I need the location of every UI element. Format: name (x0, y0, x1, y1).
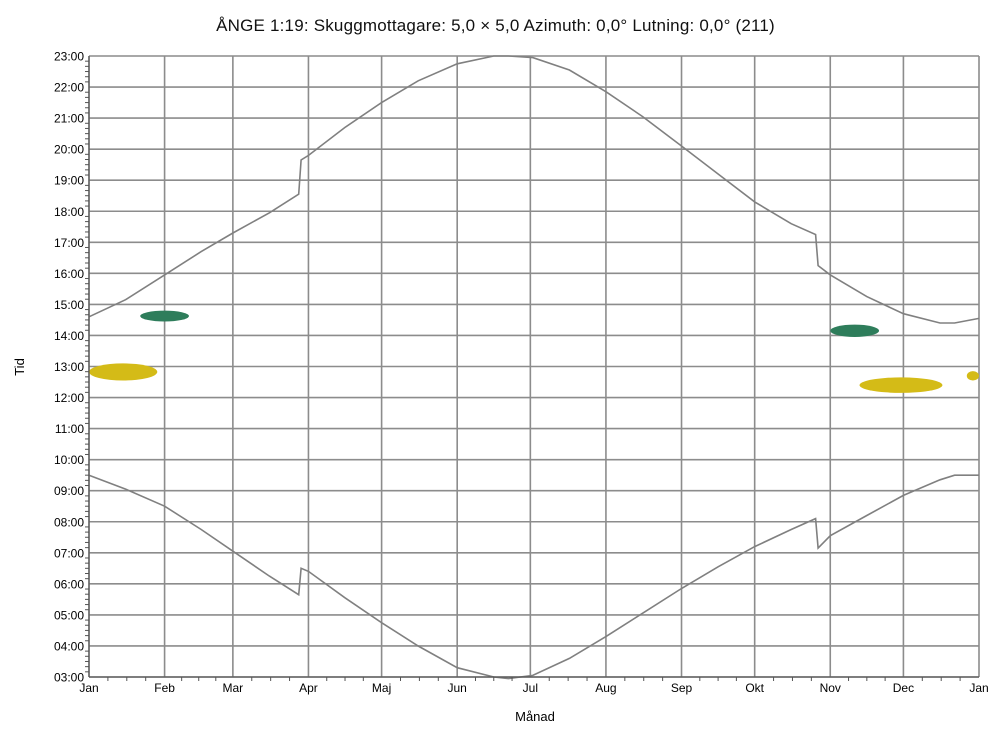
y-tick-label: 09:00 (54, 484, 84, 498)
axis-layer: 03:00 04:00 05:00 06:00 07:00 08:00 09:00 10:00… (54, 50, 989, 696)
y-axis-label: Tid (12, 358, 27, 376)
y-tick-label: 13:00 (54, 360, 84, 374)
x-tick-label: Jan (969, 681, 988, 695)
y-tick-label: 15:00 (54, 298, 84, 312)
y-tick-label: 08:00 (54, 515, 84, 529)
x-tick-label: Jul (523, 681, 538, 695)
x-tick-label: Jan (79, 681, 98, 695)
sunset-line (88, 55, 980, 324)
x-tick-label: Maj (372, 681, 391, 695)
y-tick-label: 07:00 (54, 546, 84, 560)
shadow-period-green (830, 324, 880, 338)
y-tick-label: 10:00 (54, 453, 84, 467)
y-tick-label: 21:00 (54, 112, 84, 126)
x-tick-label: Feb (154, 681, 175, 695)
x-tick-label: Mar (223, 681, 244, 695)
y-tick-label: 17:00 (54, 236, 84, 250)
x-tick-label: Nov (820, 681, 841, 695)
y-tick-label: 19:00 (54, 174, 84, 188)
shadow-period-yellow (859, 377, 943, 393)
x-axis-label: Månad (515, 709, 555, 724)
y-tick-label: 05:00 (54, 608, 84, 622)
y-tick-label: 16:00 (54, 267, 84, 281)
y-tick-label: 14:00 (54, 329, 84, 343)
line-layer (88, 55, 980, 680)
x-tick-label: Apr (299, 681, 318, 695)
shadow-period-green (140, 310, 189, 322)
y-tick-label: 20:00 (54, 143, 84, 157)
x-tick-label: Jun (448, 681, 467, 695)
shadow-period-yellow (966, 371, 979, 381)
x-tick-label: Dec (893, 681, 914, 695)
y-tick-label: 12:00 (54, 391, 84, 405)
grid-layer (88, 55, 980, 678)
y-tick-label: 03:00 (54, 671, 84, 685)
shadow-layer (89, 310, 979, 393)
y-tick-label: 04:00 (54, 639, 84, 653)
y-tick-label: 22:00 (54, 81, 84, 95)
y-tick-label: 23:00 (54, 50, 84, 64)
y-tick-label: 11:00 (55, 422, 84, 436)
x-tick-label: Sep (671, 681, 693, 695)
chart-title: ÅNGE 1:19: Skuggmottagare: 5,0 × 5,0 Azi… (216, 16, 775, 35)
x-tick-label: Okt (745, 681, 764, 695)
y-tick-label: 18:00 (54, 205, 84, 219)
sunrise-line (88, 474, 979, 680)
shadow-period-yellow (89, 363, 158, 381)
x-tick-label: Aug (595, 681, 616, 695)
y-tick-label: 06:00 (54, 577, 84, 591)
